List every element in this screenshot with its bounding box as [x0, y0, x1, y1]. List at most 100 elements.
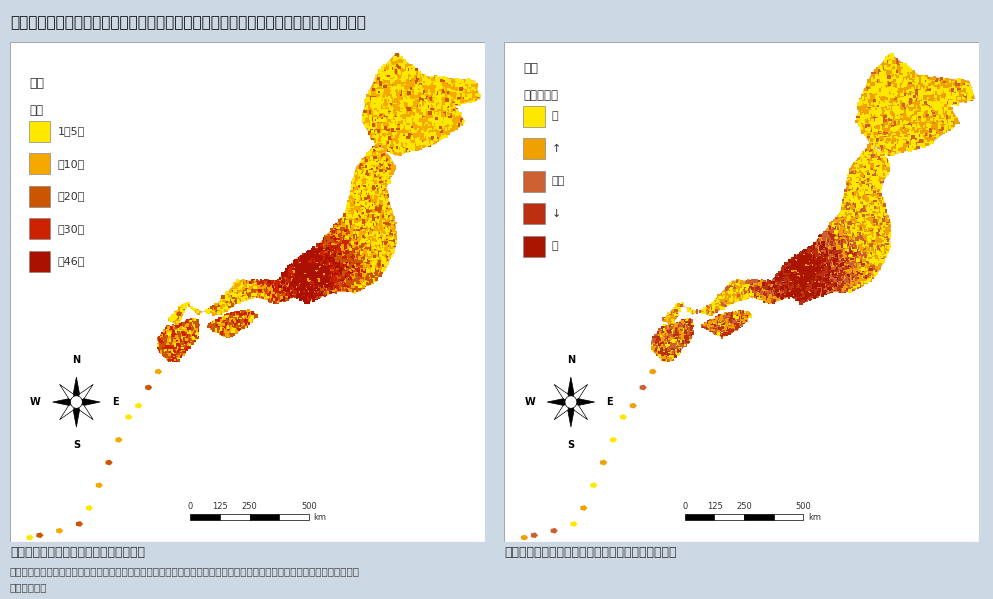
- Bar: [423, 117, 426, 119]
- Bar: [850, 220, 852, 224]
- Bar: [322, 240, 326, 243]
- Bar: [841, 220, 844, 223]
- Bar: [213, 320, 215, 324]
- Bar: [221, 332, 224, 335]
- Bar: [874, 202, 876, 205]
- Bar: [225, 315, 229, 317]
- Bar: [366, 103, 370, 105]
- Bar: [269, 299, 272, 303]
- Bar: [865, 149, 868, 152]
- Bar: [777, 285, 780, 287]
- Bar: [252, 314, 255, 316]
- Bar: [803, 281, 805, 283]
- Bar: [384, 132, 386, 134]
- Bar: [442, 102, 445, 107]
- Bar: [297, 263, 300, 267]
- Bar: [405, 140, 407, 143]
- Bar: [456, 119, 460, 123]
- Bar: [375, 244, 378, 247]
- Bar: [365, 202, 369, 205]
- Bar: [884, 128, 887, 132]
- Bar: [845, 231, 849, 234]
- Bar: [169, 337, 171, 340]
- Bar: [870, 161, 873, 164]
- Bar: [289, 284, 292, 287]
- Bar: [800, 253, 802, 256]
- Bar: [337, 225, 340, 227]
- Bar: [387, 161, 389, 162]
- Bar: [306, 258, 309, 261]
- Bar: [876, 170, 879, 172]
- Bar: [863, 199, 866, 202]
- Bar: [669, 331, 673, 335]
- Bar: [879, 131, 881, 134]
- Bar: [817, 283, 819, 286]
- Bar: [858, 213, 862, 216]
- Bar: [169, 334, 172, 338]
- Bar: [838, 289, 841, 291]
- Bar: [895, 65, 898, 69]
- Bar: [799, 282, 802, 285]
- Bar: [358, 170, 361, 174]
- Bar: [369, 172, 373, 176]
- Bar: [335, 226, 337, 229]
- Bar: [387, 236, 390, 238]
- Bar: [809, 279, 811, 281]
- Bar: [844, 272, 846, 275]
- Bar: [890, 119, 893, 122]
- Bar: [190, 333, 193, 337]
- Bar: [383, 85, 387, 88]
- Bar: [794, 256, 797, 259]
- Bar: [352, 216, 354, 219]
- Bar: [872, 89, 876, 92]
- Bar: [815, 249, 816, 250]
- Bar: [313, 292, 317, 295]
- Bar: [379, 139, 383, 144]
- Bar: [677, 335, 679, 338]
- Bar: [801, 268, 803, 271]
- Bar: [813, 290, 815, 294]
- Bar: [789, 286, 791, 290]
- Bar: [867, 195, 868, 198]
- Bar: [674, 333, 677, 336]
- Bar: [251, 314, 253, 317]
- Bar: [316, 291, 318, 293]
- Bar: [882, 126, 887, 129]
- Bar: [802, 293, 804, 297]
- Bar: [396, 114, 400, 117]
- Bar: [870, 99, 873, 102]
- Bar: [881, 241, 884, 245]
- Bar: [951, 84, 955, 89]
- Bar: [879, 255, 882, 259]
- Bar: [850, 216, 853, 219]
- Bar: [715, 303, 718, 305]
- Bar: [268, 283, 270, 286]
- Bar: [889, 243, 892, 245]
- Bar: [796, 265, 799, 267]
- Bar: [787, 282, 789, 285]
- Bar: [414, 71, 416, 75]
- Bar: [883, 228, 886, 232]
- Bar: [740, 311, 743, 314]
- Bar: [860, 226, 863, 229]
- Bar: [237, 313, 240, 315]
- Bar: [860, 158, 863, 162]
- Bar: [181, 344, 185, 347]
- Bar: [690, 332, 694, 335]
- Bar: [188, 319, 190, 321]
- Bar: [362, 187, 365, 191]
- Bar: [715, 331, 719, 334]
- Bar: [921, 91, 924, 96]
- Bar: [363, 110, 367, 113]
- Bar: [374, 199, 378, 202]
- Bar: [349, 248, 352, 252]
- Bar: [671, 342, 673, 345]
- Bar: [434, 84, 437, 87]
- Bar: [828, 252, 831, 255]
- Bar: [706, 327, 709, 330]
- Bar: [360, 175, 363, 179]
- Bar: [383, 65, 386, 69]
- Bar: [192, 335, 195, 338]
- Bar: [176, 330, 178, 332]
- Bar: [169, 319, 171, 322]
